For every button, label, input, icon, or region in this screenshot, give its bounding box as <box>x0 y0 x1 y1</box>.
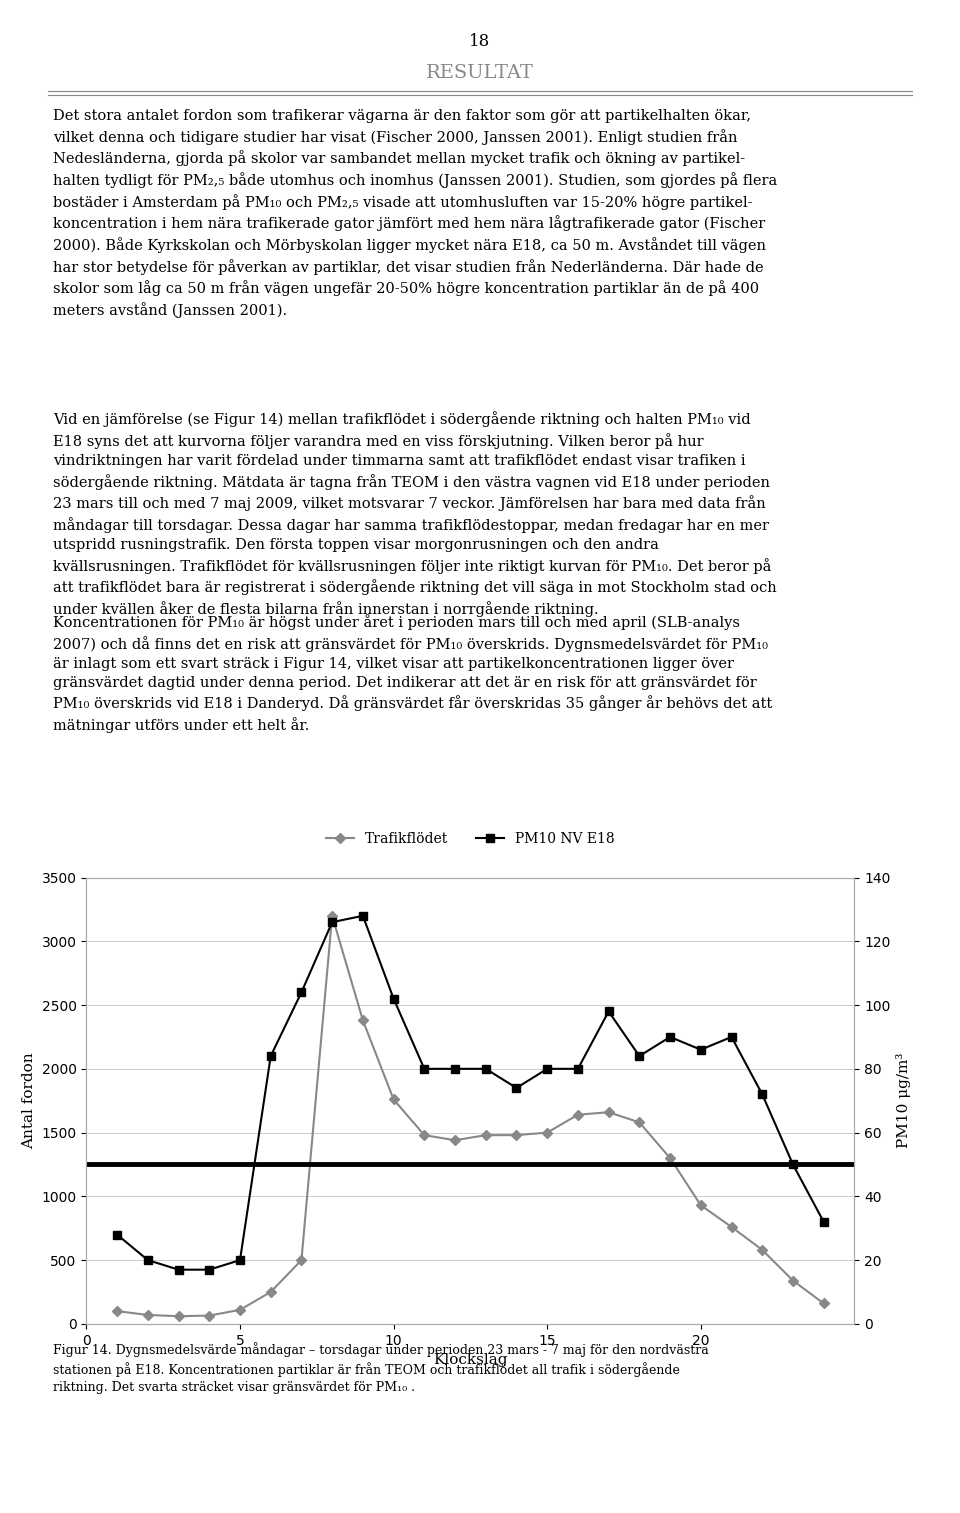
Text: Det stora antalet fordon som trafikerar vägarna är den faktor som gör att partik: Det stora antalet fordon som trafikerar … <box>53 109 777 318</box>
Text: Figur 14. Dygnsmedelsvärde måndagar – torsdagar under perioden 23 mars - 7 maj f: Figur 14. Dygnsmedelsvärde måndagar – to… <box>53 1342 708 1357</box>
X-axis label: Klockslag: Klockslag <box>433 1353 508 1368</box>
Text: stationen på E18. Koncentrationen partiklar är från TEOM och trafikflödet all tr: stationen på E18. Koncentrationen partik… <box>53 1362 680 1377</box>
Text: Vid en jämförelse (se Figur 14) mellan trafikflödet i södergående riktning och h: Vid en jämförelse (se Figur 14) mellan t… <box>53 412 777 617</box>
Legend: Trafikflödet, PM10 NV E18: Trafikflödet, PM10 NV E18 <box>321 826 620 852</box>
Text: 18: 18 <box>469 33 491 50</box>
Y-axis label: Antal fordon: Antal fordon <box>22 1053 36 1148</box>
Text: riktning. Det svarta sträcket visar gränsvärdet för PM₁₀ .: riktning. Det svarta sträcket visar grän… <box>53 1381 415 1395</box>
Text: RESULTAT: RESULTAT <box>426 64 534 82</box>
Y-axis label: PM10 μg/m³: PM10 μg/m³ <box>896 1053 911 1148</box>
Text: Koncentrationen för PM₁₀ är högst under året i perioden mars till och med april : Koncentrationen för PM₁₀ är högst under … <box>53 614 772 734</box>
